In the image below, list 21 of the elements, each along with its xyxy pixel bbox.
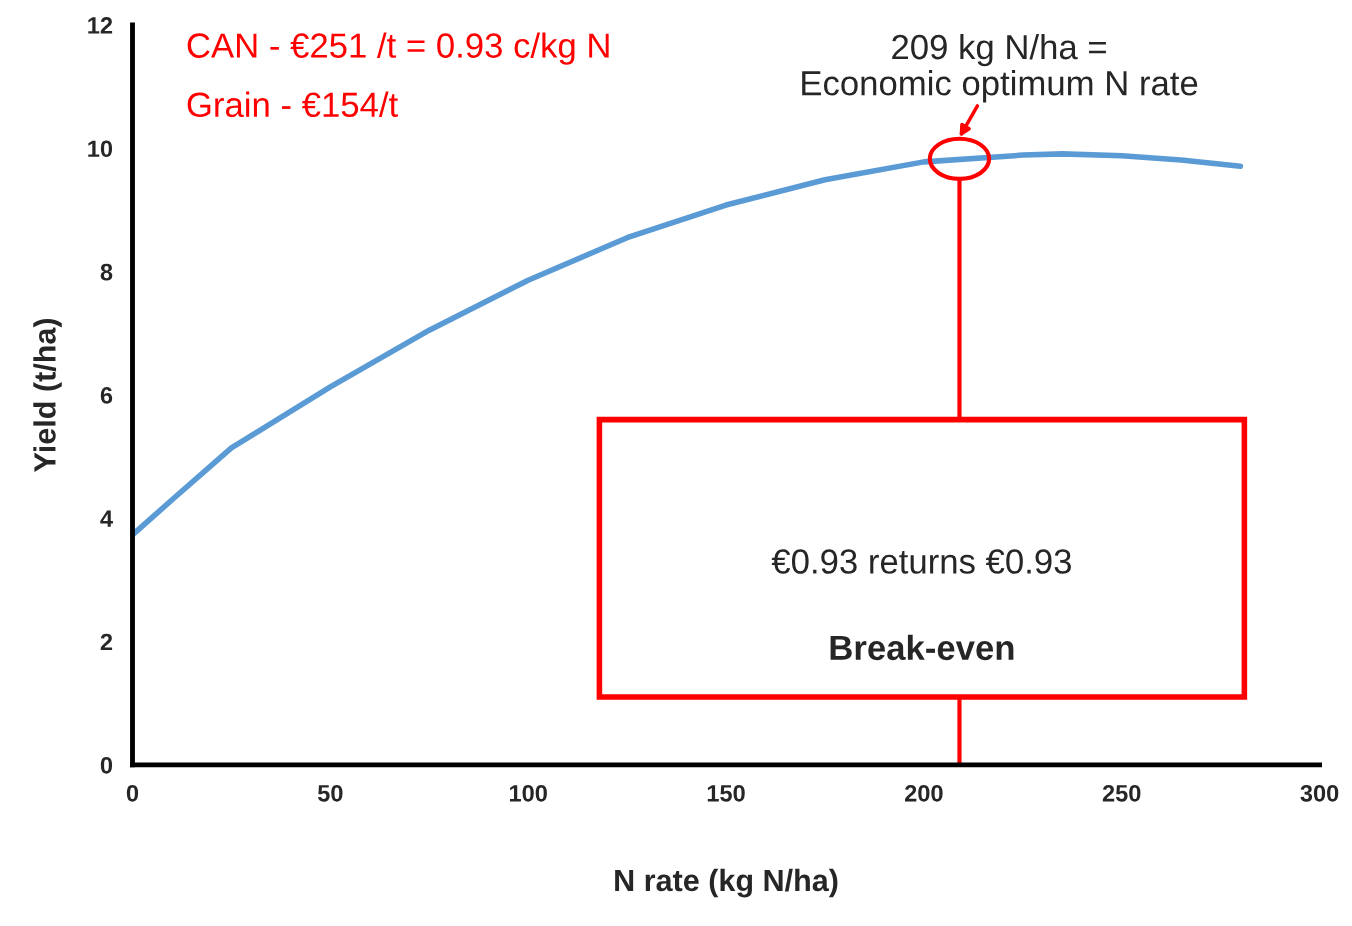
annotation: Break-even bbox=[830, 634, 1014, 661]
x-tick-label: 300 bbox=[1300, 784, 1339, 802]
annotation: CAN - €251 /t = 0.93 c/kg N bbox=[187, 32, 609, 65]
x-tick-label: 0 bbox=[126, 784, 139, 802]
y-tick-label: 4 bbox=[100, 510, 113, 527]
x-tick-label: 150 bbox=[707, 784, 745, 802]
x-tick-label: 200 bbox=[904, 784, 943, 802]
x-tick-label: 50 bbox=[317, 784, 343, 802]
x-tick-label: 100 bbox=[509, 784, 547, 802]
x-axis-title: N rate (kg N/ha) bbox=[615, 868, 838, 898]
x-tick-label: 250 bbox=[1102, 784, 1141, 802]
y-tick-label: 12 bbox=[88, 17, 113, 34]
y-tick-label: 2 bbox=[100, 633, 113, 651]
annotation: €0.93 returns €0.93 bbox=[771, 549, 1071, 574]
annotation: 209 kg N/ha = Economic optimum N rate bbox=[802, 33, 1198, 103]
y-tick-label: 8 bbox=[100, 263, 113, 281]
y-tick-label: 0 bbox=[100, 756, 113, 774]
y-axis-title: Yield (t/ha) bbox=[33, 318, 62, 472]
y-tick-label: 6 bbox=[100, 387, 113, 404]
y-tick-label: 10 bbox=[88, 140, 113, 158]
annotation: Grain - €154/t bbox=[187, 91, 398, 118]
